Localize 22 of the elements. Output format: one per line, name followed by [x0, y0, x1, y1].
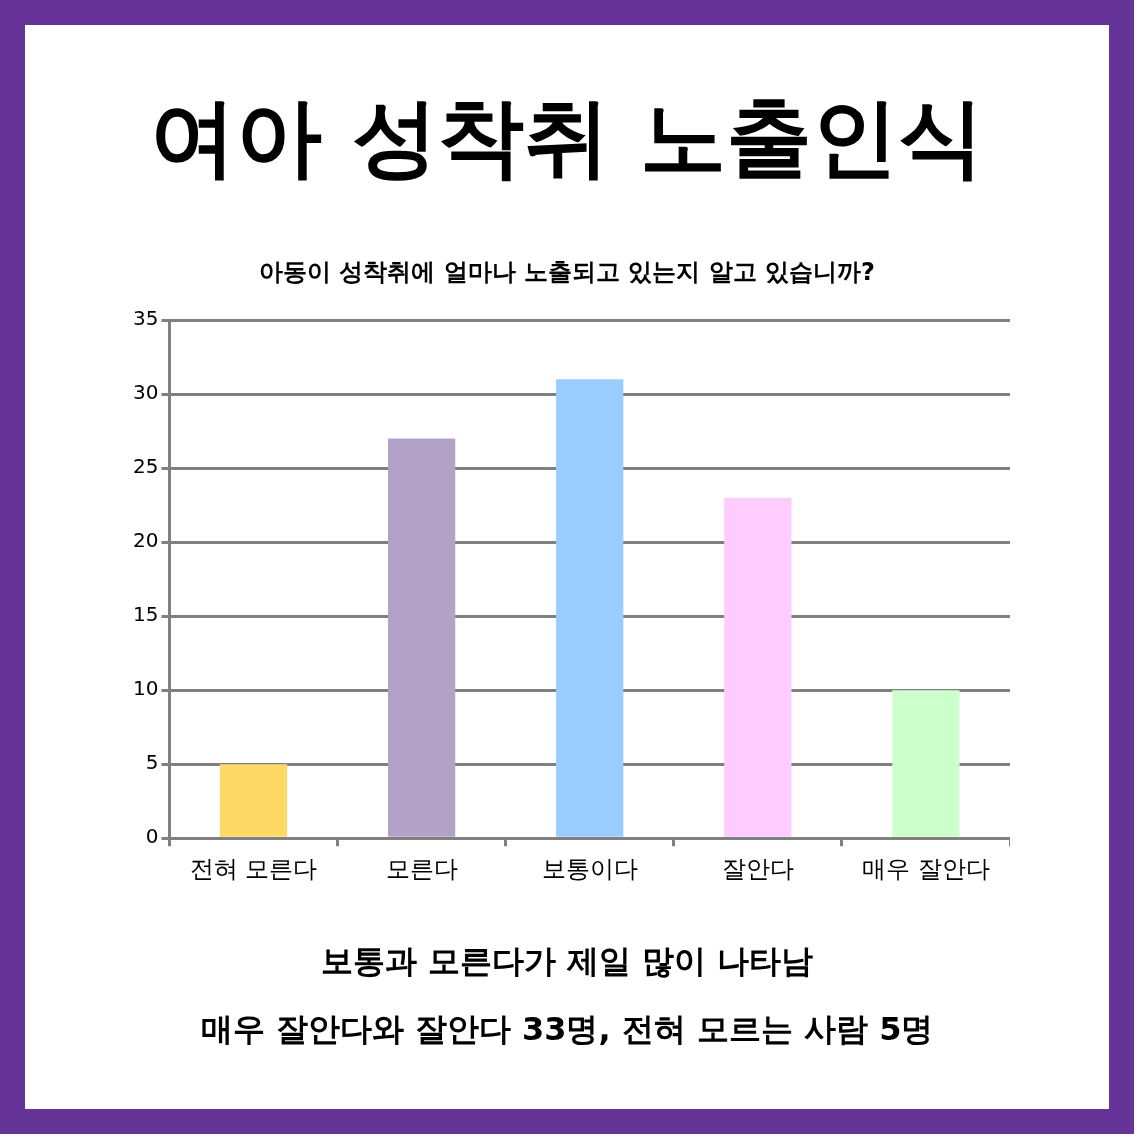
- x-tick-label: 모른다: [385, 854, 458, 883]
- x-tick-label: 잘안다: [721, 854, 794, 883]
- y-tick-label: 35: [133, 306, 159, 331]
- y-tick-label: 30: [133, 380, 159, 405]
- bar: [556, 379, 624, 837]
- text: 매우 잘안다와 잘안다 33명, 전혀 모르는 사람 5명: [199, 1009, 935, 1050]
- y-tick-label: 5: [145, 750, 159, 775]
- y-tick-label: 10: [133, 676, 159, 701]
- bar: [219, 764, 288, 837]
- chart-title: 여아 성착취 노출인식: [149, 86, 985, 189]
- y-tick-label: 25: [133, 454, 159, 479]
- x-tick-label: 전혀 모른다: [189, 854, 318, 883]
- bar: [892, 690, 960, 837]
- bar: [724, 497, 792, 837]
- y-tick-label: 15: [133, 602, 159, 627]
- y-tick-label: 20: [133, 528, 159, 553]
- x-tick-label: 보통이다: [541, 854, 638, 883]
- text: 보통과 모른다가 제일 많이 나타남: [319, 941, 815, 982]
- chart-subtitle: 아동이 성착취에 얼마나 노출되고 있는지 알고 있습니까?: [257, 257, 877, 288]
- bar: [387, 438, 456, 837]
- y-tick-label: 0: [145, 824, 159, 849]
- x-tick-label: 매우 잘안다: [862, 854, 990, 883]
